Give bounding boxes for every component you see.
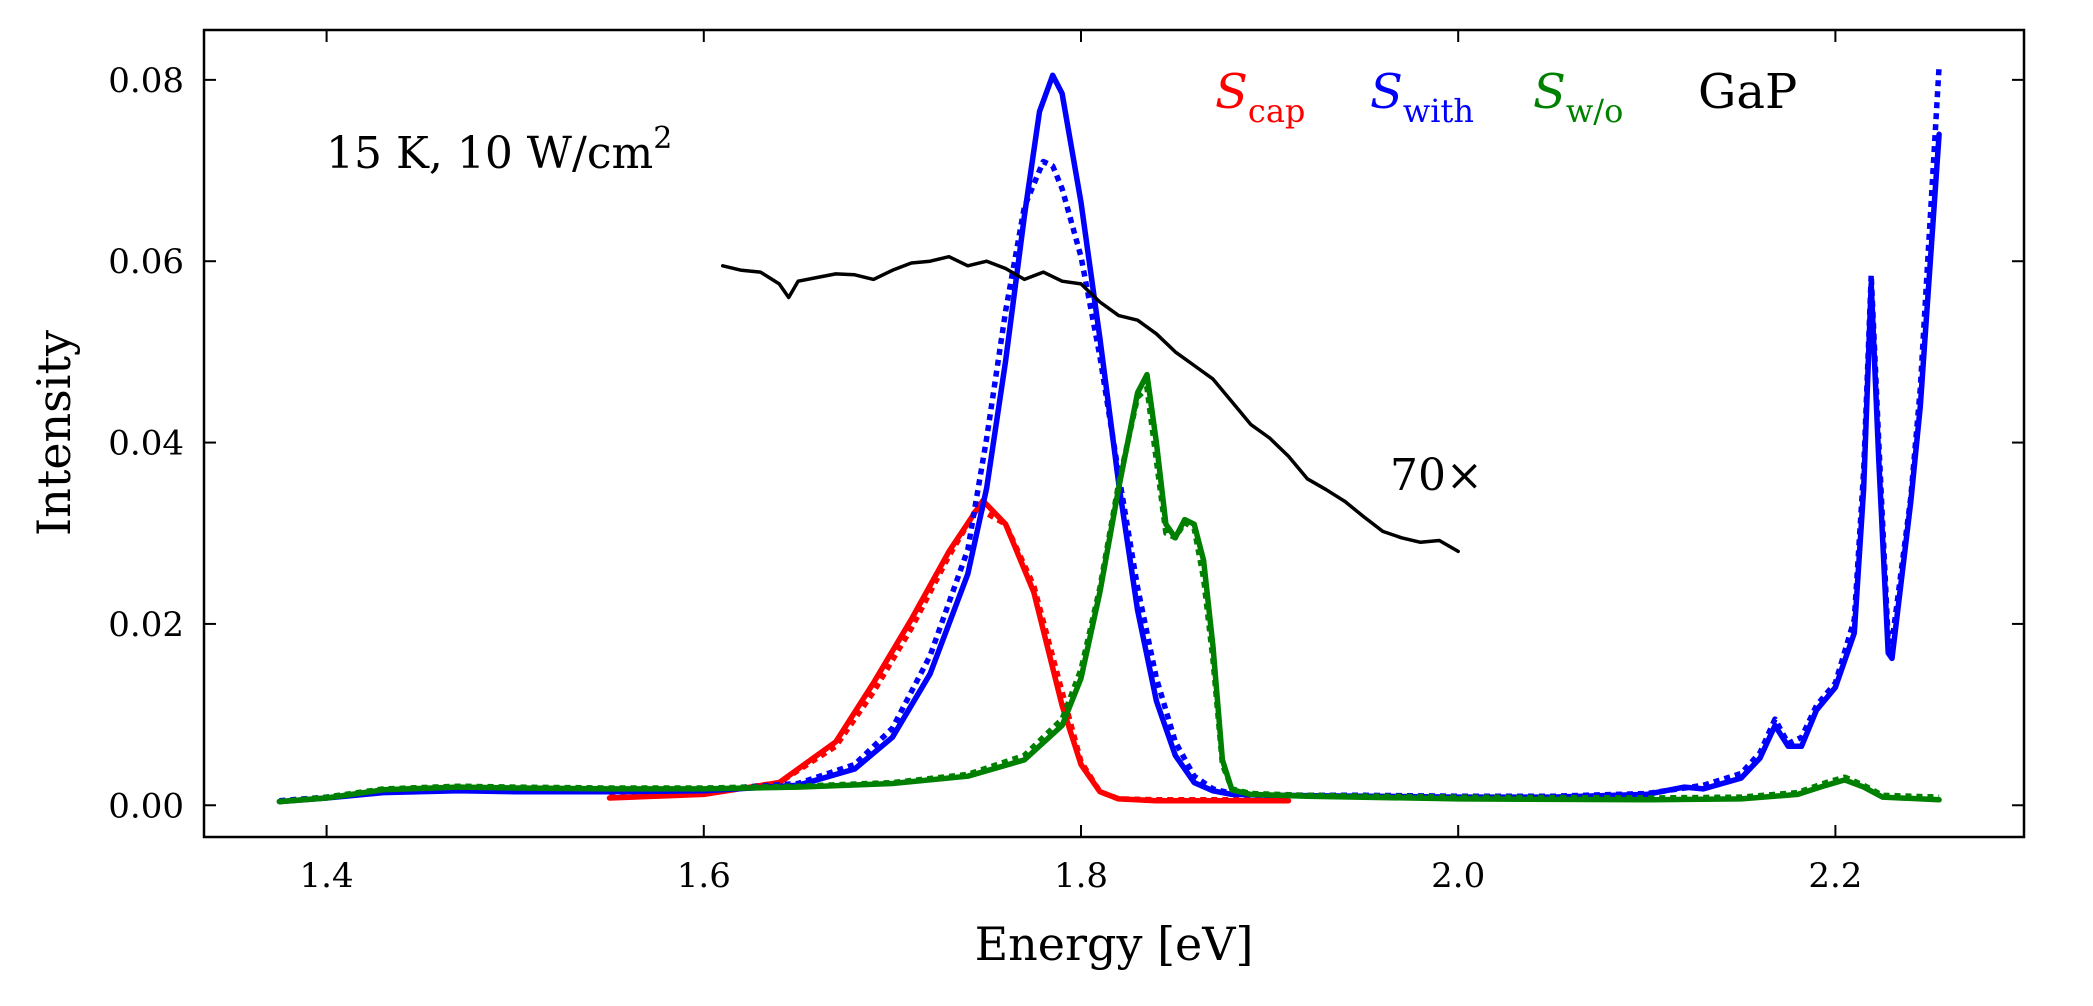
legend-entry: Swith: [1370, 64, 1474, 130]
x-tick-label: 1.6: [677, 856, 731, 896]
series-line-swo-solid: [276, 371, 1942, 805]
legend: Scap Swith Sw/o GaP: [1215, 64, 1797, 130]
legend-entry-main: S: [1215, 64, 1248, 120]
series-line-swith-solid: [276, 72, 1942, 805]
scale-annotation: 70×: [1390, 450, 1483, 501]
conditions-prefix: 15 K, 10 W/cm: [326, 128, 653, 179]
y-tick-label: 0.06: [108, 242, 184, 282]
legend-entry-subscript: cap: [1248, 92, 1305, 130]
x-tick-label: 2.0: [1431, 856, 1485, 896]
legend-entry-main: GaP: [1698, 64, 1797, 120]
series-line-scap-solid: [606, 497, 1292, 804]
legend-entry-main: S: [1533, 64, 1566, 120]
y-tick-label: 0.02: [108, 605, 184, 645]
ticks-layer: 1.4 1.6 1.8 2.0 2.2 0.00 0.02 0.04 0.06 0.08: [108, 30, 2024, 896]
y-tick-label: 0.00: [108, 786, 184, 826]
legend-entry-main: S: [1370, 64, 1403, 120]
conditions-superscript: 2: [653, 121, 672, 156]
legend-entry-subscript: with: [1403, 92, 1474, 130]
series-line-swo-dotted: [279, 385, 1940, 805]
series-line-gap-solid: [720, 254, 1460, 554]
legend-entry-subscript: w/o: [1566, 92, 1623, 130]
conditions-annotation: 15 K, 10 W/cm2: [326, 121, 672, 179]
x-tick-label: 1.4: [300, 856, 354, 896]
series-line-scap-dotted: [609, 505, 1270, 803]
x-tick-label: 2.2: [1808, 856, 1862, 896]
legend-entry: GaP: [1698, 64, 1797, 120]
legend-entry: Sw/o: [1533, 64, 1623, 130]
x-tick-label: 1.8: [1054, 856, 1108, 896]
y-tick-label: 0.04: [108, 424, 184, 464]
series-layer: [276, 66, 1942, 805]
x-axis-label: Energy [eV]: [975, 917, 1254, 971]
plot-frame: [202, 28, 2026, 839]
y-tick-label: 0.08: [108, 61, 184, 101]
y-axis-label: Intensity: [27, 330, 81, 536]
legend-entry: Scap: [1215, 64, 1305, 130]
